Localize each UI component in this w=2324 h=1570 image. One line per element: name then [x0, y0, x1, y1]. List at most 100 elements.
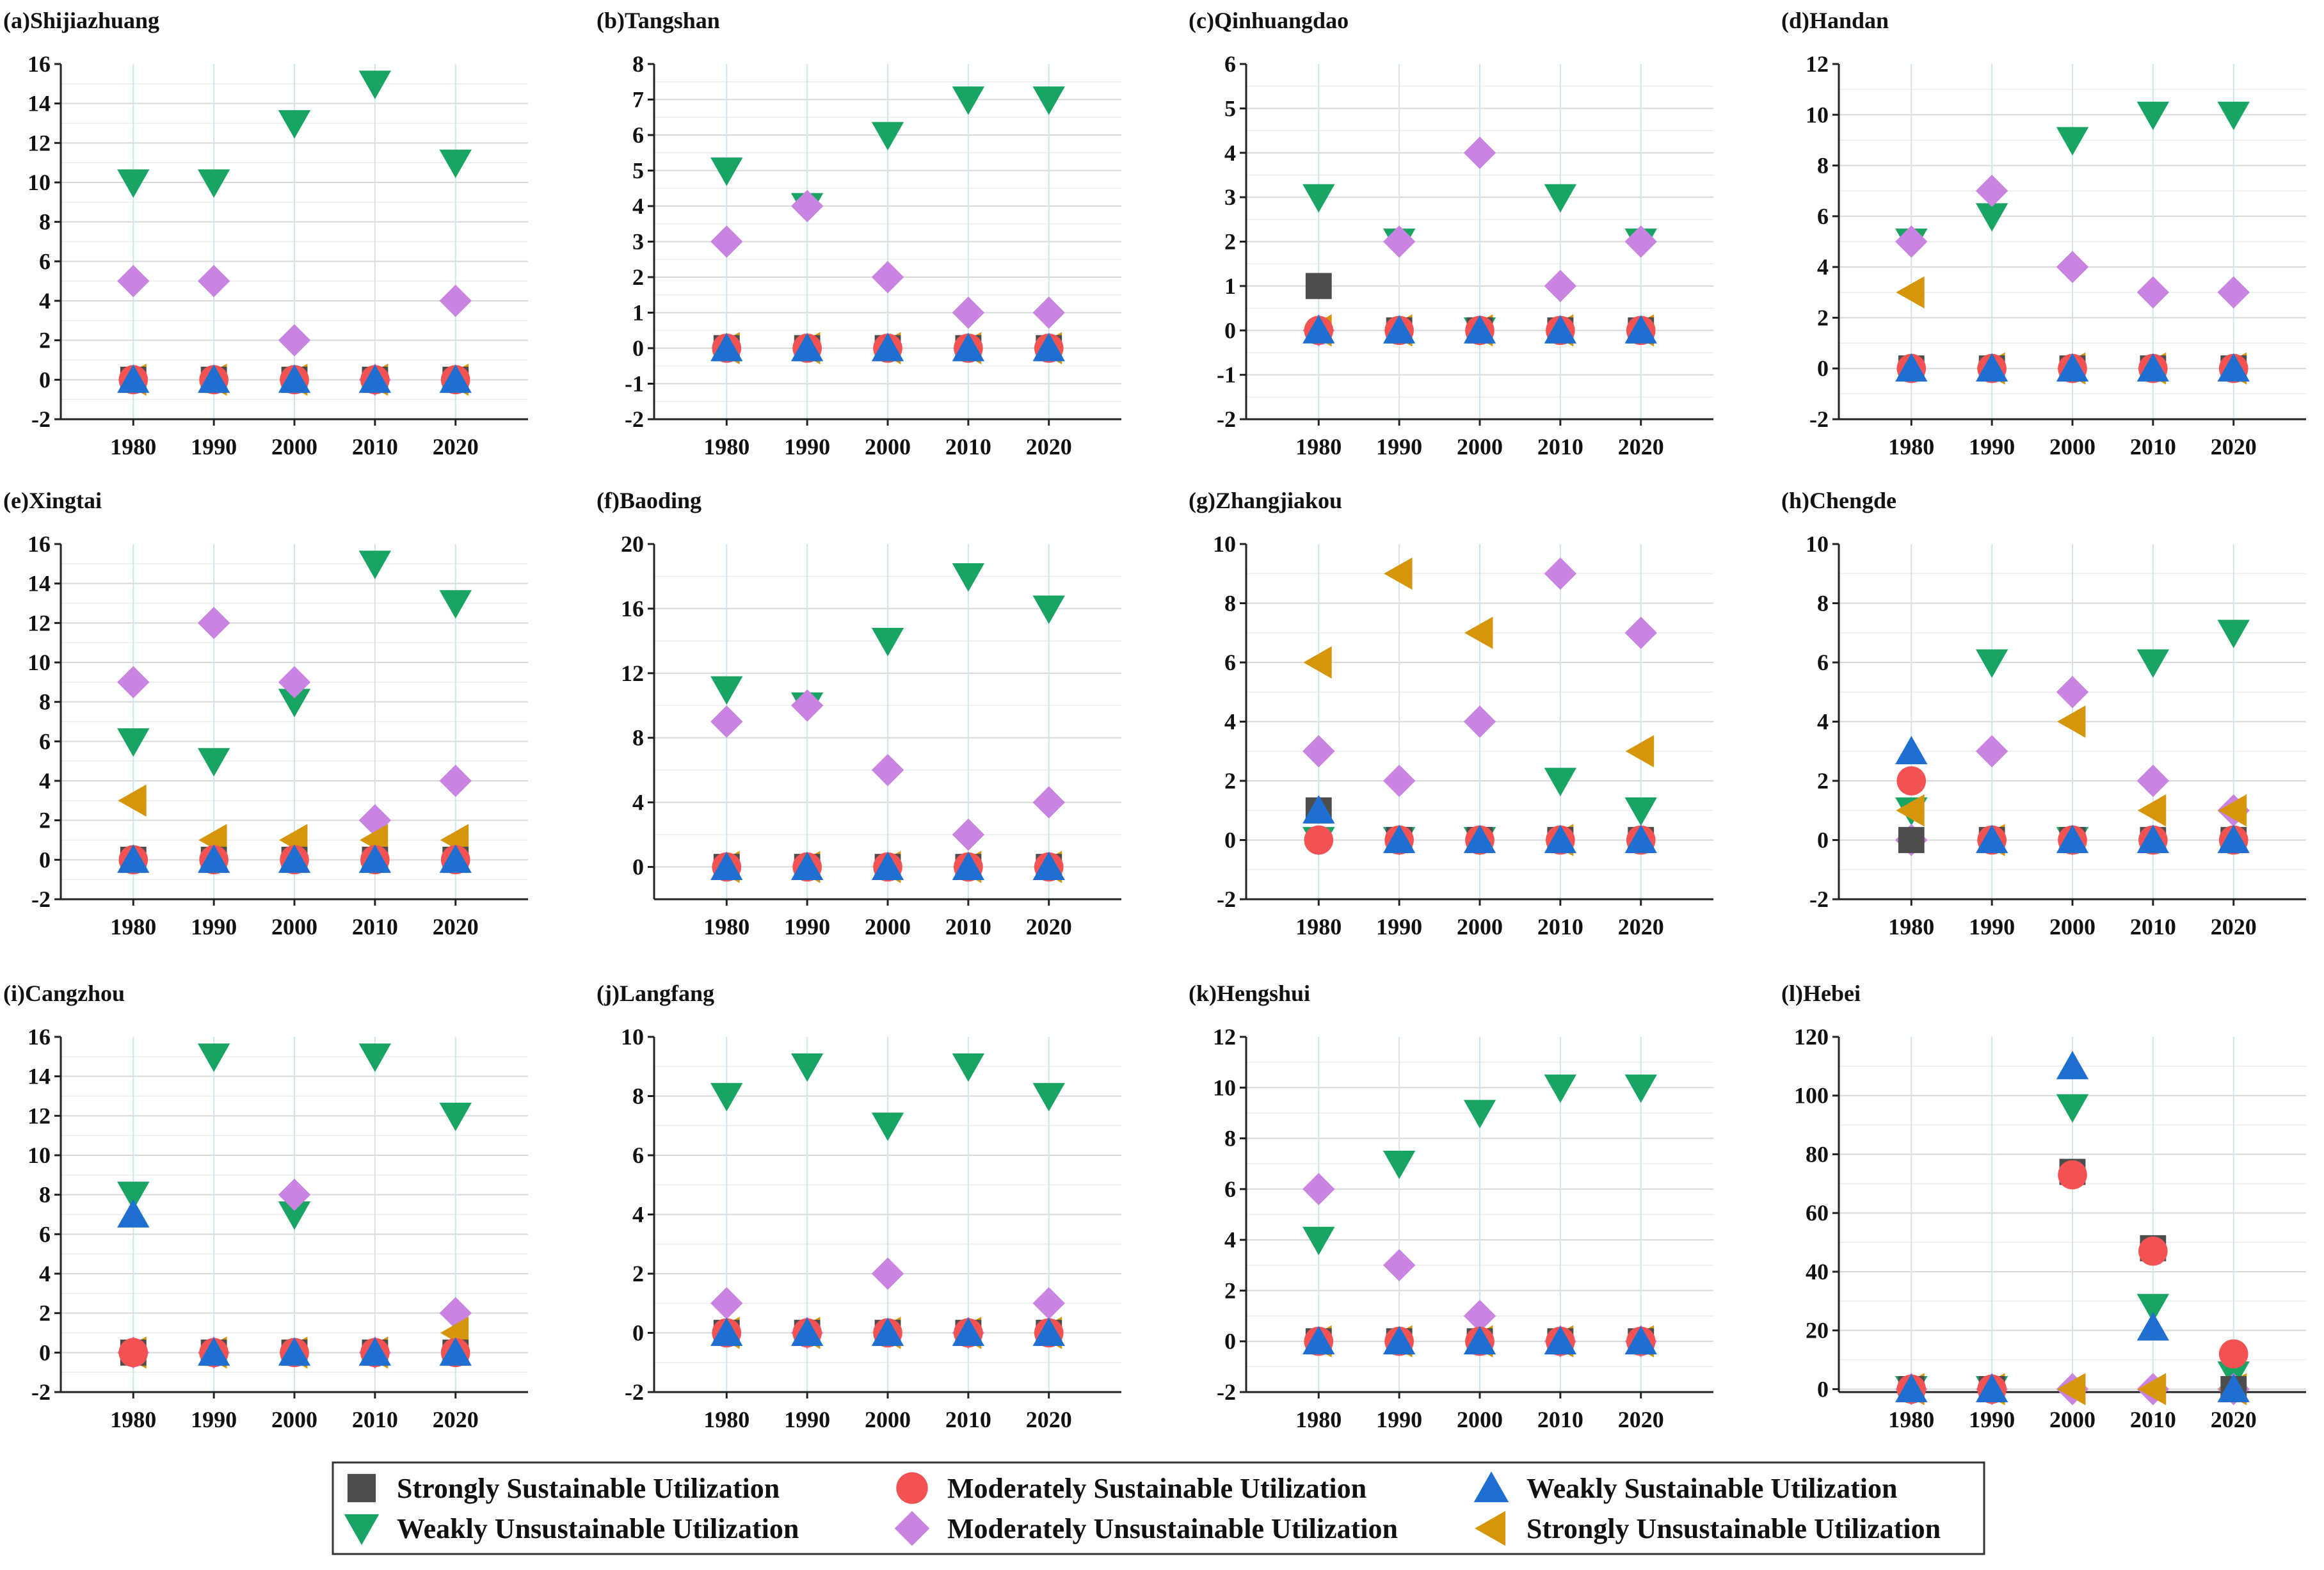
data-point-weak-sust	[2136, 824, 2170, 853]
y-tick-label: 4	[1224, 140, 1236, 166]
data-point-weak-sust	[1382, 824, 1416, 853]
y-tick-label: 1	[632, 300, 644, 326]
data-point-weak-unsust	[2217, 101, 2250, 131]
y-tick-label: 3	[632, 229, 644, 255]
triangle-up-icon	[1473, 1471, 1509, 1503]
x-tick-label: 1980	[110, 1407, 156, 1432]
x-tick-label: 1980	[703, 914, 749, 940]
data-point-moderate-unsust	[1302, 1173, 1335, 1206]
x-tick-label: 1980	[1295, 1407, 1342, 1432]
data-point-weak-sust	[197, 364, 230, 393]
x-tick-label: 2020	[1618, 434, 1664, 460]
data-point-weak-unsust	[117, 728, 150, 757]
x-tick-label: 2000	[271, 434, 317, 460]
data-point-weak-sust	[278, 1337, 311, 1366]
y-tick-label: 2	[39, 328, 51, 353]
x-tick-label: 2020	[433, 914, 479, 940]
data-point-weak-sust	[1895, 353, 1928, 382]
y-tick-label: 20	[621, 531, 644, 557]
y-tick-label: 40	[1806, 1259, 1829, 1285]
data-point-weak-unsust	[358, 1043, 392, 1072]
x-tick-label: 1990	[191, 1407, 237, 1432]
data-point-strong-unsust	[1384, 557, 1413, 590]
y-tick-label: 4	[1224, 709, 1236, 735]
data-point-strong-unsust	[1464, 616, 1493, 649]
x-tick-label: 2010	[352, 434, 398, 460]
y-tick-label: 2	[39, 1301, 51, 1326]
data-point-strong-unsust	[1896, 276, 1925, 308]
data-point-weak-unsust	[1975, 649, 2008, 678]
data-point-strong-unsust	[118, 784, 147, 817]
panel-title: (e)Xingtai	[3, 488, 102, 513]
data-point-weak-unsust	[710, 676, 743, 705]
y-tick-label: 6	[39, 1221, 51, 1247]
data-point-weak-sust	[197, 844, 230, 873]
x-tick-label: 2000	[271, 1407, 317, 1432]
data-point-moderate-unsust	[1463, 705, 1496, 738]
data-point-weak-unsust	[278, 689, 311, 717]
legend-label: Weakly Unsustainable Utilization	[397, 1513, 799, 1544]
data-point-weak-unsust	[1382, 1150, 1416, 1180]
x-tick-label: 1980	[1295, 434, 1342, 460]
data-point-weak-sust	[1302, 315, 1335, 344]
data-point-strong-unsust	[2137, 794, 2167, 827]
y-tick-label: 16	[621, 596, 644, 621]
data-point-weak-unsust	[952, 86, 985, 115]
data-point-strong-unsust	[2057, 1373, 2086, 1406]
y-tick-label: 5	[1224, 95, 1236, 121]
y-tick-label: -2	[625, 1379, 644, 1405]
y-tick-label: 4	[39, 768, 51, 794]
data-point-weak-sust	[1032, 851, 1065, 880]
y-tick-label: 10	[1806, 531, 1829, 557]
y-tick-label: 2	[1817, 768, 1829, 794]
y-tick-label: 6	[1224, 1176, 1236, 1202]
data-point-moderate-unsust	[790, 189, 824, 223]
data-point-weak-sust	[278, 844, 311, 873]
data-point-moderate-unsust	[1624, 616, 1657, 649]
data-point-moderate-unsust	[439, 284, 472, 317]
data-point-strong-unsust	[2218, 794, 2247, 827]
y-tick-label: 2	[1817, 305, 1829, 330]
x-tick-label: 1990	[1376, 1407, 1422, 1432]
data-point-weak-unsust	[278, 110, 311, 139]
data-point-weak-unsust	[871, 122, 904, 150]
data-point-weak-sust	[871, 851, 904, 880]
x-tick-label: 2010	[1537, 434, 1583, 460]
panel-2: (b)Tangshan -2 -1 0 1 2 3 4 5 6 7 8 1980 1990 2000 2010…	[597, 8, 1121, 460]
data-point-weak-unsust	[1624, 1074, 1657, 1103]
y-tick-label: 0	[1224, 317, 1236, 343]
data-point-moderate-unsust	[1463, 136, 1496, 169]
x-tick-label: 2020	[433, 434, 479, 460]
data-point-moderate-unsust	[1032, 786, 1065, 819]
data-point-moderate-unsust	[2056, 676, 2089, 709]
x-tick-label: 2000	[2049, 1407, 2096, 1432]
data-point-weak-sust	[439, 364, 472, 393]
data-point-weak-unsust	[2056, 1094, 2089, 1123]
x-tick-label: 2010	[1537, 1407, 1583, 1432]
y-tick-label: 8	[632, 725, 644, 751]
data-point-weak-sust	[2217, 824, 2250, 853]
data-point-moderate-unsust	[1624, 225, 1657, 258]
data-point-moderate-unsust	[1032, 1287, 1065, 1320]
panel-1: (a)Shijiazhuang -2 0 2 4 6 8 10 12 14 16 1980 1990 20…	[3, 8, 528, 460]
data-point-weak-sust	[439, 844, 472, 873]
y-tick-label: 14	[28, 91, 51, 116]
data-point-moderate-unsust	[871, 260, 904, 294]
data-point-weak-sust	[790, 1317, 824, 1346]
x-tick-label: 2010	[945, 434, 991, 460]
legend-box	[332, 1461, 1985, 1555]
y-tick-label: 6	[632, 1142, 644, 1168]
y-tick-label: 0	[632, 854, 644, 880]
data-point-weak-unsust	[117, 1182, 150, 1210]
panel-12: (l)Hebei 0 20 40 60 80 100 120 1980 1990 2000 2010 2…	[1781, 981, 2306, 1432]
x-tick-label: 2000	[865, 914, 911, 940]
y-tick-label: 2	[1224, 1278, 1236, 1303]
y-tick-label: 80	[1806, 1141, 1829, 1167]
y-tick-label: 8	[632, 51, 644, 77]
y-tick-label: 3	[1224, 184, 1236, 210]
data-point-weak-sust	[2056, 353, 2089, 382]
y-tick-label: 8	[39, 689, 51, 715]
data-point-moderate-sust	[2058, 1160, 2087, 1190]
data-point-weak-unsust	[1624, 797, 1657, 826]
